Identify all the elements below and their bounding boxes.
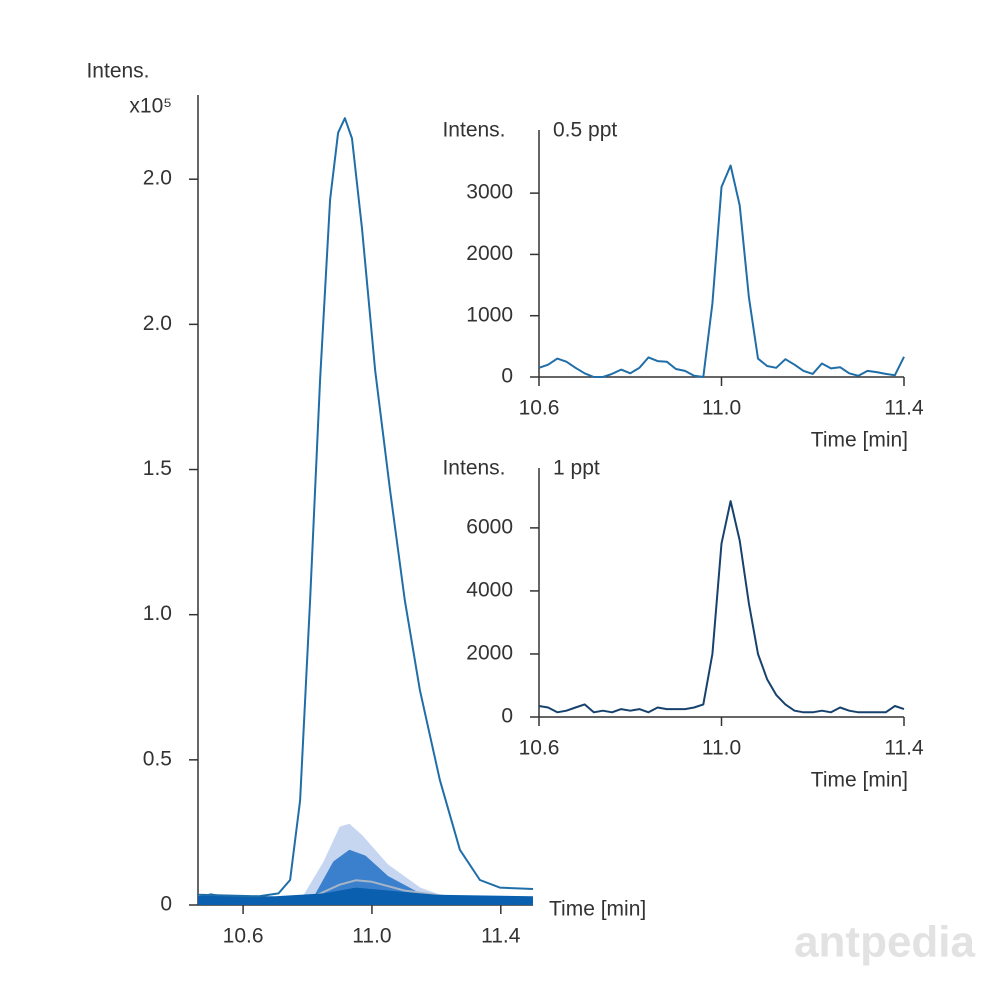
watermark: antpedia	[794, 918, 975, 967]
area	[291, 849, 469, 905]
y-tick-label: 0	[501, 365, 513, 388]
x-tick-label: 10.6	[519, 737, 560, 760]
x-tick-label: 10.6	[519, 397, 560, 420]
y-tick-label: 2.0	[143, 167, 172, 190]
x-tick-label: 10.6	[223, 925, 264, 948]
y-tick-label: 2000	[466, 242, 513, 265]
area	[198, 887, 533, 905]
y-tick-label: 1.0	[143, 602, 172, 625]
x-tick-label: 11.0	[352, 925, 391, 948]
line	[538, 500, 905, 714]
y-tick-label: 2.0	[143, 312, 172, 335]
y-tick-label: 0.5	[143, 747, 172, 770]
chart-title: 0.5 ppt	[553, 119, 617, 142]
y-axis-unit: x10⁵	[129, 95, 172, 118]
chart-title: 1 ppt	[553, 457, 600, 480]
x-tick-label: 11.0	[702, 397, 741, 420]
y-tick-label: 4000	[466, 578, 513, 601]
x-tick-label: 11.0	[702, 737, 741, 760]
x-axis-label: Time [min]	[811, 769, 908, 792]
y-tick-label: 0	[160, 893, 172, 916]
line	[307, 879, 469, 901]
y-axis-label: Intens.	[86, 60, 149, 83]
x-tick-label: 11.4	[884, 737, 924, 760]
y-tick-label: 2000	[466, 642, 513, 665]
line	[197, 117, 534, 898]
x-tick-label: 11.4	[481, 925, 521, 948]
y-axis-label: Intens.	[442, 119, 505, 142]
y-tick-label: 1.5	[143, 457, 172, 480]
line	[538, 164, 905, 378]
y-tick-label: 1000	[466, 303, 513, 326]
y-tick-label: 0	[501, 705, 513, 728]
x-axis-label: Time [min]	[549, 898, 646, 921]
x-axis-label: Time [min]	[811, 429, 908, 452]
y-axis-label: Intens.	[442, 457, 505, 480]
y-tick-label: 6000	[466, 515, 513, 538]
x-tick-label: 11.4	[884, 397, 924, 420]
y-tick-label: 3000	[466, 181, 513, 204]
